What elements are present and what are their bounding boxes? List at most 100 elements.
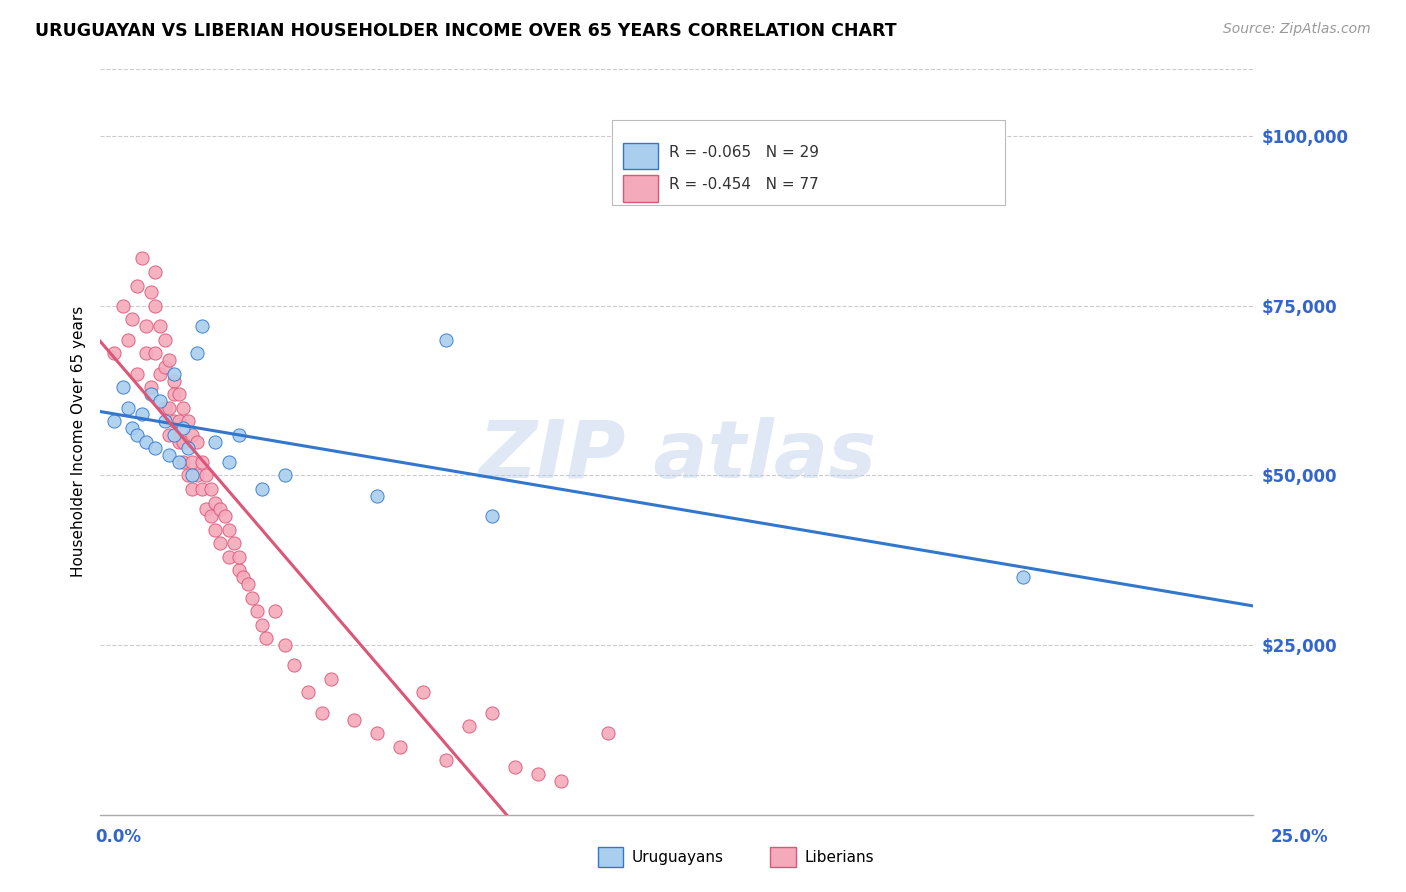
Y-axis label: Householder Income Over 65 years: Householder Income Over 65 years bbox=[72, 306, 86, 577]
Point bbox=[186, 468, 208, 483]
Point bbox=[121, 312, 143, 326]
Point bbox=[163, 367, 186, 381]
Point bbox=[481, 706, 503, 720]
Point bbox=[246, 604, 269, 618]
Point bbox=[232, 570, 254, 584]
Point bbox=[149, 367, 172, 381]
Point bbox=[505, 760, 527, 774]
Point bbox=[153, 359, 176, 374]
Point bbox=[228, 427, 250, 442]
Point bbox=[163, 414, 186, 428]
Point bbox=[190, 319, 212, 334]
Point bbox=[273, 468, 295, 483]
Point bbox=[145, 346, 167, 360]
Point bbox=[177, 442, 200, 456]
Point bbox=[135, 319, 157, 334]
Point bbox=[434, 753, 457, 767]
Point bbox=[153, 333, 176, 347]
Point bbox=[131, 252, 153, 266]
Point bbox=[167, 387, 190, 401]
Point bbox=[273, 638, 295, 652]
Point bbox=[157, 353, 180, 368]
Point bbox=[172, 421, 194, 435]
Point bbox=[117, 333, 139, 347]
Point bbox=[149, 393, 172, 408]
Point bbox=[139, 380, 162, 394]
Text: R = -0.454   N = 77: R = -0.454 N = 77 bbox=[669, 178, 820, 193]
Point bbox=[236, 577, 259, 591]
Point bbox=[527, 767, 550, 781]
Point bbox=[195, 468, 218, 483]
Point bbox=[135, 346, 157, 360]
Point bbox=[1011, 570, 1033, 584]
Point bbox=[204, 434, 226, 449]
Point bbox=[112, 380, 135, 394]
Point bbox=[228, 549, 250, 564]
Point bbox=[240, 591, 263, 605]
Point bbox=[131, 408, 153, 422]
Point bbox=[181, 455, 204, 469]
Point bbox=[117, 401, 139, 415]
Point bbox=[250, 617, 273, 632]
Point bbox=[190, 482, 212, 496]
Point bbox=[434, 333, 457, 347]
Point bbox=[167, 455, 190, 469]
Point bbox=[181, 468, 204, 483]
Point bbox=[163, 427, 186, 442]
Point bbox=[181, 482, 204, 496]
Text: ZIP atlas: ZIP atlas bbox=[478, 417, 876, 495]
Point bbox=[172, 455, 194, 469]
Point bbox=[366, 726, 388, 740]
Point bbox=[218, 455, 240, 469]
Point bbox=[167, 414, 190, 428]
Point bbox=[218, 549, 240, 564]
Point bbox=[343, 713, 366, 727]
Point bbox=[264, 604, 287, 618]
Text: 25.0%: 25.0% bbox=[1271, 828, 1329, 846]
Point bbox=[103, 414, 125, 428]
Point bbox=[218, 523, 240, 537]
Point bbox=[366, 489, 388, 503]
Point bbox=[200, 482, 222, 496]
Text: R = -0.065   N = 29: R = -0.065 N = 29 bbox=[669, 145, 820, 161]
Point bbox=[153, 401, 176, 415]
Point bbox=[214, 509, 236, 524]
Point bbox=[388, 739, 411, 754]
Point bbox=[172, 434, 194, 449]
Point bbox=[167, 434, 190, 449]
Point bbox=[163, 374, 186, 388]
Point bbox=[204, 523, 226, 537]
Point bbox=[209, 502, 232, 516]
Point bbox=[153, 414, 176, 428]
Point bbox=[145, 265, 167, 279]
Point bbox=[125, 367, 148, 381]
Point bbox=[157, 448, 180, 462]
Point bbox=[145, 299, 167, 313]
Point bbox=[135, 434, 157, 449]
Point bbox=[177, 414, 200, 428]
Point bbox=[283, 658, 305, 673]
Point bbox=[172, 401, 194, 415]
Point bbox=[190, 455, 212, 469]
Point bbox=[139, 285, 162, 300]
Point bbox=[204, 495, 226, 509]
Point bbox=[186, 434, 208, 449]
Point bbox=[222, 536, 245, 550]
Point bbox=[228, 563, 250, 577]
Point bbox=[157, 427, 180, 442]
Point bbox=[186, 346, 208, 360]
Point bbox=[254, 631, 277, 645]
Point bbox=[125, 427, 148, 442]
Point bbox=[550, 773, 572, 788]
Point bbox=[139, 387, 162, 401]
Point bbox=[412, 685, 434, 699]
Text: URUGUAYAN VS LIBERIAN HOUSEHOLDER INCOME OVER 65 YEARS CORRELATION CHART: URUGUAYAN VS LIBERIAN HOUSEHOLDER INCOME… bbox=[35, 22, 897, 40]
Text: Liberians: Liberians bbox=[804, 850, 875, 864]
Point bbox=[103, 346, 125, 360]
Point bbox=[157, 401, 180, 415]
Point bbox=[181, 427, 204, 442]
Point bbox=[121, 421, 143, 435]
Point bbox=[250, 482, 273, 496]
Point bbox=[145, 442, 167, 456]
Point bbox=[149, 319, 172, 334]
